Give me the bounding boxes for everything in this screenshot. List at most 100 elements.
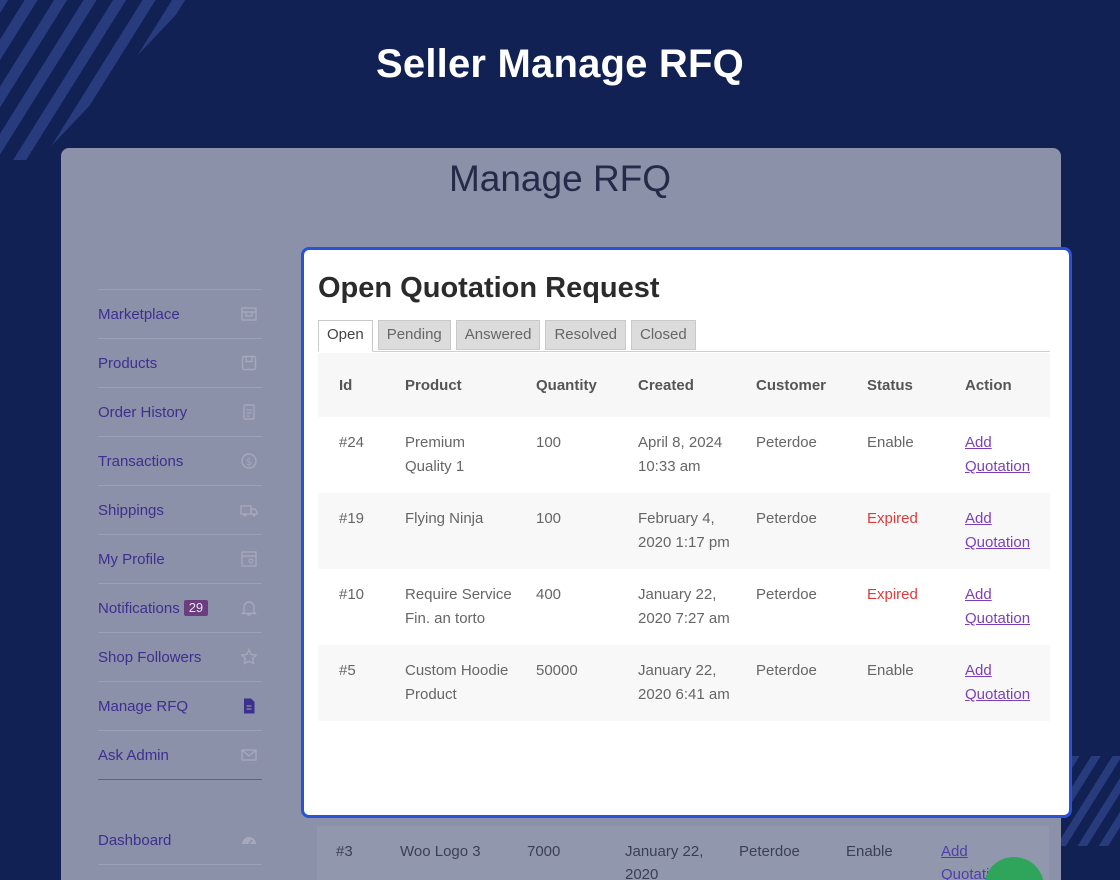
sidebar-item-label: Dashboard (98, 831, 172, 849)
column-header: Status (846, 353, 944, 417)
cell-status: Enable (846, 645, 944, 721)
cell-quantity: 400 (515, 569, 617, 645)
cell-quantity: 100 (515, 417, 617, 493)
sidebar-item-products[interactable]: Products (98, 338, 262, 387)
add-quotation-link[interactable]: Add Quotation (965, 434, 1031, 475)
column-header: Id (318, 353, 384, 417)
sidebar-item-transactions[interactable]: Transactions $ (98, 436, 262, 485)
tab-answered[interactable]: Answered (455, 320, 541, 350)
cell-customer: Peterdoe (735, 645, 846, 721)
gauge-icon (242, 837, 256, 845)
hero-title: Seller Manage RFQ (376, 42, 744, 86)
cell-quantity: 50000 (515, 645, 617, 721)
sidebar-item-notifications[interactable]: Notifications 29 (98, 583, 262, 632)
store-icon (241, 307, 257, 321)
sidebar-item-label: Marketplace (98, 305, 180, 323)
star-icon (240, 648, 258, 665)
panel-title: Manage RFQ (448, 158, 672, 199)
sidebar-item-order-history[interactable]: Order History (98, 387, 262, 436)
cell-action: Add Quotation (944, 493, 1050, 569)
row-id: #3 (336, 843, 353, 860)
sidebar: Marketplace Products Order History Trans… (98, 289, 262, 865)
row-quantity: 7000 (527, 843, 561, 860)
tab-open[interactable]: Open (318, 320, 373, 352)
add-quotation-link[interactable]: Add Quotation (965, 586, 1031, 627)
sidebar-item-shippings[interactable]: Shippings (98, 485, 262, 534)
document-icon (243, 404, 255, 420)
column-header: Quantity (515, 353, 617, 417)
table-row: #24 Premium Quality 1 100 April 8, 2024 … (318, 417, 1050, 493)
table-row: #10 Require Service Fin. an torto 400 Ja… (318, 569, 1050, 645)
cell-customer: Peterdoe (735, 569, 846, 645)
dollar-icon: $ (241, 453, 257, 469)
background-table-row: #3 Woo Logo 3 7000 January 22, 2020 Pete… (317, 826, 1049, 880)
column-header: Created (617, 353, 735, 417)
sidebar-item-label: Shippings (98, 501, 164, 519)
sidebar-item-label: Ask Admin (98, 746, 169, 764)
sidebar-item-my-profile[interactable]: My Profile (98, 534, 262, 583)
sidebar-item-label: Shop Followers (98, 648, 202, 666)
cell-product: Require Service Fin. an torto (384, 569, 515, 645)
sidebar-item-marketplace[interactable]: Marketplace (98, 289, 262, 338)
sidebar-item-label: Order History (98, 403, 188, 421)
cell-status: Enable (846, 417, 944, 493)
chat-button[interactable] (984, 857, 1044, 880)
cell-action: Add Quotation (944, 645, 1050, 721)
sidebar-item-label: My Profile (98, 550, 165, 568)
row-created: January 22, 2020 (625, 843, 704, 880)
cell-action: Add Quotation (944, 417, 1050, 493)
rfq-card: Open Quotation Request Open Pending Answ… (301, 247, 1072, 818)
cell-created: April 8, 2024 10:33 am (617, 417, 735, 493)
cell-id: #19 (318, 493, 384, 569)
add-quotation-link[interactable]: Add Quotation (965, 510, 1031, 551)
cell-product: Custom Hoodie Product (384, 645, 515, 721)
cell-created: February 4, 2020 1:17 pm (617, 493, 735, 569)
cell-customer: Peterdoe (735, 493, 846, 569)
table-header-row: Id Product Quantity Created Customer Sta… (318, 353, 1050, 417)
cell-action: Add Quotation (944, 569, 1050, 645)
sidebar-item-dashboard[interactable]: Dashboard (98, 816, 262, 865)
sidebar-item-ask-admin[interactable]: Ask Admin (98, 730, 262, 779)
mail-icon (241, 749, 257, 761)
cell-product: Flying Ninja (384, 493, 515, 569)
cell-created: January 22, 2020 7:27 am (617, 569, 735, 645)
sidebar-item-label: Products (98, 354, 158, 372)
status-tabs: Open Pending Answered Resolved Closed (318, 320, 1050, 352)
sidebar-item-label: Transactions (98, 452, 184, 470)
file-icon (244, 698, 255, 714)
cell-id: #24 (318, 417, 384, 493)
row-status: Enable (846, 843, 893, 860)
box-icon (241, 355, 257, 371)
row-customer: Peterdoe (739, 843, 800, 860)
table-row: #19 Flying Ninja 100 February 4, 2020 1:… (318, 493, 1050, 569)
sidebar-divider (98, 779, 262, 780)
cell-customer: Peterdoe (735, 417, 846, 493)
cell-status: Expired (846, 493, 944, 569)
notification-count-badge: 29 (183, 600, 209, 616)
cell-quantity: 100 (515, 493, 617, 569)
sidebar-item-manage-rfq[interactable]: Manage RFQ (98, 681, 262, 730)
tab-closed[interactable]: Closed (631, 320, 696, 350)
tab-pending[interactable]: Pending (377, 320, 451, 350)
card-title: Open Quotation Request (318, 272, 660, 304)
cell-created: January 22, 2020 6:41 am (617, 645, 735, 721)
row-product: Woo Logo 3 (400, 843, 481, 860)
sidebar-item-shop-followers[interactable]: Shop Followers (98, 632, 262, 681)
sidebar-item-label: Manage RFQ (98, 697, 189, 715)
column-header: Product (384, 353, 515, 417)
cell-id: #5 (318, 645, 384, 721)
add-quotation-link[interactable]: Add Quotation (965, 662, 1031, 703)
cell-product: Premium Quality 1 (384, 417, 515, 493)
tab-resolved[interactable]: Resolved (545, 320, 627, 350)
profile-icon (241, 551, 257, 567)
truck-icon (240, 505, 258, 517)
cell-id: #10 (318, 569, 384, 645)
sidebar-item-label-group: Notifications 29 (98, 599, 209, 617)
svg-text:$: $ (246, 457, 252, 468)
row-action-link[interactable]: Add Quotati (941, 843, 990, 880)
bell-icon (240, 601, 258, 616)
sidebar-item-label: Notifications (98, 599, 180, 617)
cell-status: Expired (846, 569, 944, 645)
column-header: Action (944, 353, 1050, 417)
table-row: #5 Custom Hoodie Product 50000 January 2… (318, 645, 1050, 721)
